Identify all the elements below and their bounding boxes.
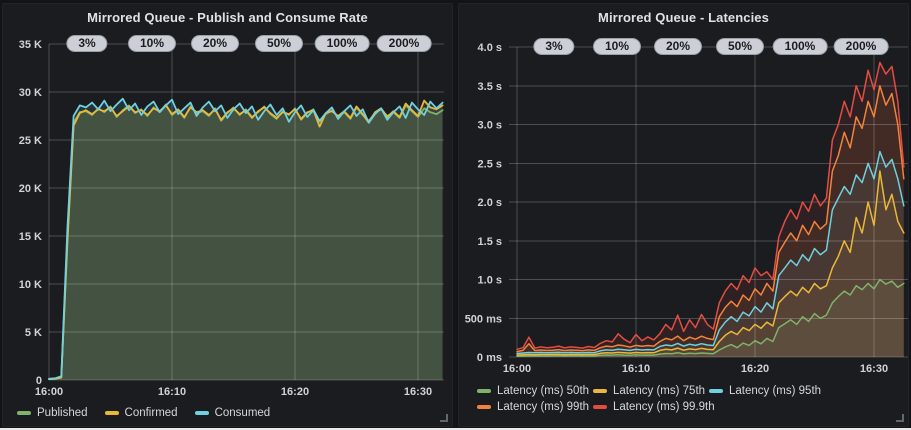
x-tick-label: 16:20 (281, 386, 309, 398)
legend-color-dash (477, 389, 491, 393)
y-tick-label: 2.5 s (478, 158, 502, 170)
x-tick-label: 16:30 (404, 386, 432, 398)
y-tick-label: 0 (36, 375, 42, 387)
series-line-latency-ms-50th (516, 278, 905, 357)
y-tick-label: 1.0 s (478, 275, 502, 287)
annotation-pill-20pct[interactable]: 20% (653, 38, 703, 55)
legend-label: Published (37, 407, 88, 419)
annotation-pill-3pct[interactable]: 3% (66, 35, 108, 52)
annotation-pill-10pct[interactable]: 10% (127, 35, 177, 52)
series-fill-confirmed (49, 100, 443, 380)
y-tick-label: 5 K (25, 327, 42, 339)
series-fill-latency-ms-75th (517, 171, 904, 357)
legend-color-dash (194, 411, 209, 415)
panel-resize-handle[interactable] (440, 414, 448, 422)
panel-publish-consume-rate: Mirrored Queue - Publish and Consume Rat… (2, 3, 453, 427)
panel-title[interactable]: Mirrored Queue - Latencies (598, 10, 769, 25)
x-tick-label: 16:00 (35, 386, 63, 398)
series-fill-latency-ms-50th (517, 279, 904, 357)
chart-canvas[interactable]: 0 5 K 10 K 15 K 20 K 25 K 30 K 35 K 16:00 16:10 16… (3, 4, 454, 428)
legend-item-published[interactable]: Published (17, 407, 88, 419)
y-tick-label: 35 K (19, 39, 42, 51)
y-tick-label: 20 K (19, 183, 42, 195)
x-tick-label: 16:10 (158, 386, 186, 398)
legend-label: Latency (ms) 99th (497, 401, 590, 413)
y-tick-label: 1.5 s (478, 236, 502, 248)
annotation-pill-100pct[interactable]: 100% (772, 38, 828, 55)
y-tick-label: 25 K (19, 135, 42, 147)
panel-latencies: Mirrored Queue - Latencies 0 ms 500 ms 1.0… (458, 3, 909, 427)
legend-label: Latency (ms) 50th (497, 385, 590, 397)
legend-color-dash (593, 405, 607, 409)
annotation-pill-20pct[interactable]: 20% (190, 35, 240, 52)
annotation-pill-3pct[interactable]: 3% (533, 38, 575, 55)
legend-item-latency-ms-95th[interactable]: Latency (ms) 95th (709, 385, 821, 397)
series-line-latency-ms-75th (516, 170, 905, 356)
window-bottom-edge (0, 428, 911, 430)
legend-item-latency-ms-75th[interactable]: Latency (ms) 75th (593, 385, 709, 397)
legend-item-latency-ms-99th[interactable]: Latency (ms) 99th (477, 401, 593, 413)
legend-label: Latency (ms) 95th (729, 385, 822, 397)
legend: Published Confirmed Consumed (17, 407, 270, 419)
annotation-pill-50pct[interactable]: 50% (715, 38, 765, 55)
y-tick-label: 10 K (19, 279, 42, 291)
legend-item-confirmed[interactable]: Confirmed (104, 407, 178, 419)
y-tick-label: 3.0 s (478, 120, 502, 132)
legend-label: Latency (ms) 99.9th (613, 401, 715, 413)
series-line-latency-ms-99-9th (516, 61, 905, 351)
x-tick-label: 16:20 (741, 363, 769, 375)
legend-label: Consumed (214, 407, 271, 419)
series-line-latency-ms-99th (516, 85, 905, 353)
series-fill-latency-ms-99-9th (517, 62, 904, 357)
annotation-pill-200pct[interactable]: 200% (376, 35, 432, 52)
series-fill-consumed (49, 98, 443, 380)
legend-color-dash (593, 389, 607, 393)
panel-resize-handle[interactable] (896, 414, 904, 422)
series-line-latency-ms-95th (516, 150, 905, 355)
y-tick-label: 0 ms (477, 352, 502, 364)
annotation-pill-200pct[interactable]: 200% (833, 38, 889, 55)
legend-item-latency-ms-50th[interactable]: Latency (ms) 50th (477, 385, 593, 397)
y-tick-label: 15 K (19, 231, 42, 243)
series-fill-published (49, 104, 443, 380)
y-tick-label: 3.5 s (478, 81, 502, 93)
chart-canvas[interactable]: 0 ms 500 ms 1.0 s 1.5 s 2.0 s 2.5 s 3.0 s 3.5 s… (459, 4, 910, 428)
legend-label: Confirmed (124, 407, 178, 419)
x-tick-label: 16:10 (622, 363, 650, 375)
annotation-pill-10pct[interactable]: 10% (592, 38, 642, 55)
y-tick-label: 4.0 s (478, 42, 502, 54)
legend-color-dash (477, 405, 491, 409)
legend-color-dash (17, 411, 31, 415)
legend-item-latency-ms-99-9th[interactable]: Latency (ms) 99.9th (593, 401, 715, 413)
series-line-confirmed (48, 99, 444, 381)
legend: Latency (ms) 50th Latency (ms) 75th Latenc… (477, 385, 821, 413)
annotation-pill-50pct[interactable]: 50% (254, 35, 304, 52)
legend-item-consumed[interactable]: Consumed (194, 407, 271, 419)
x-tick-label: 16:30 (860, 363, 888, 375)
panel-title[interactable]: Mirrored Queue - Publish and Consume Rat… (87, 10, 368, 25)
annotation-pill-100pct[interactable]: 100% (314, 35, 370, 52)
x-tick-label: 16:00 (503, 363, 531, 375)
y-tick-label: 500 ms (465, 313, 502, 325)
legend-color-dash (709, 389, 723, 393)
series-fill-latency-ms-95th (517, 151, 904, 357)
series-line-consumed (48, 97, 444, 380)
legend-label: Latency (ms) 75th (613, 385, 706, 397)
y-tick-label: 30 K (19, 87, 42, 99)
y-tick-label: 2.0 s (478, 197, 502, 209)
legend-color-dash (104, 411, 119, 415)
series-fill-latency-ms-99th (517, 85, 904, 358)
